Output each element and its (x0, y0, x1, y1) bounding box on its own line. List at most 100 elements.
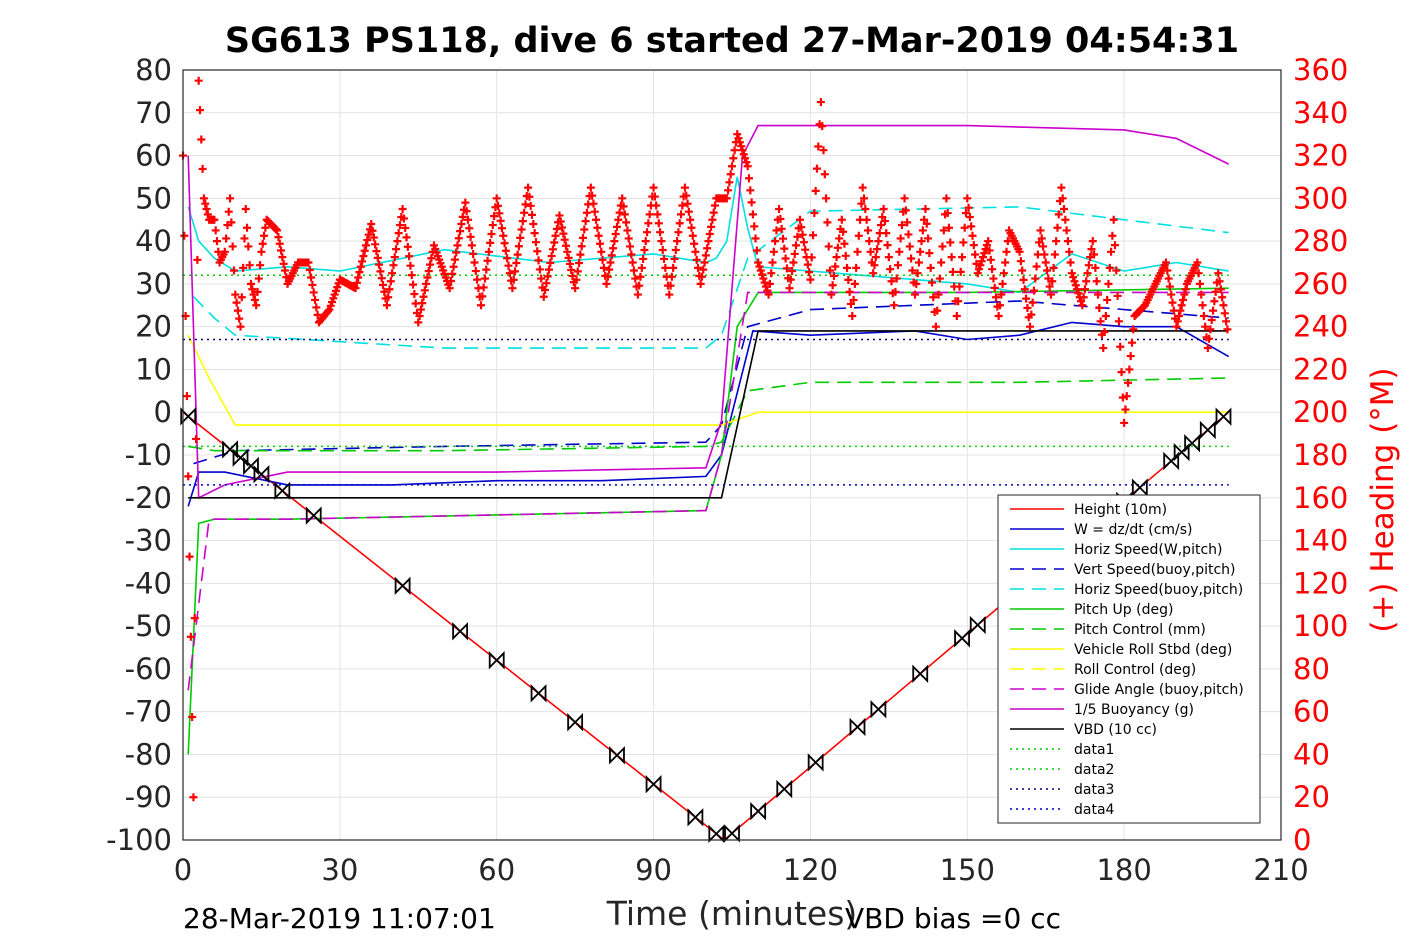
heading-point (195, 106, 204, 115)
series-line-6 (188, 377, 1229, 452)
heading-point (487, 229, 496, 238)
heading-point (700, 258, 709, 267)
heading-point (924, 234, 933, 243)
heading-point (652, 201, 661, 210)
heading-point (615, 208, 624, 217)
legend-label: Pitch Control (mm) (1074, 622, 1206, 638)
y-right-tick-label: 0 (1293, 823, 1311, 857)
heading-point (220, 247, 229, 256)
heading-point (656, 228, 665, 237)
heading-point (738, 146, 747, 155)
heading-point (450, 255, 459, 264)
heading-point (1126, 352, 1135, 361)
heading-point (245, 261, 254, 270)
legend-label: Pitch Up (deg) (1074, 602, 1173, 618)
heading-point (610, 237, 619, 246)
heading-point (521, 200, 530, 209)
heading-point (588, 191, 597, 200)
heading-point (593, 223, 602, 232)
heading-point (989, 274, 998, 283)
heading-point (399, 214, 408, 223)
heading-point (445, 284, 454, 293)
heading-point (530, 229, 539, 238)
legend-label: Roll Control (deg) (1074, 662, 1196, 678)
heading-point (567, 265, 576, 274)
heading-point (944, 223, 953, 232)
heading-point (818, 122, 827, 131)
y-right-tick-label: 240 (1293, 310, 1348, 344)
heading-point (388, 269, 397, 278)
heading-point (469, 249, 478, 258)
series-line-9 (187, 124, 1230, 500)
heading-point (409, 280, 418, 289)
heading-point (839, 227, 848, 236)
heading-point (841, 251, 850, 260)
heading-point (790, 249, 799, 258)
heading-point (253, 287, 262, 296)
heading-point (623, 226, 632, 235)
heading-point (1091, 263, 1100, 272)
heading-point (931, 322, 940, 331)
heading-point (479, 283, 488, 292)
heading-point (244, 242, 253, 251)
heading-point (518, 217, 527, 226)
heading-point (258, 239, 267, 248)
heading-point (666, 281, 675, 290)
heading-point (274, 233, 283, 242)
heading-point (1067, 269, 1076, 278)
heading-point (986, 255, 995, 264)
heading-point (782, 264, 791, 273)
heading-point (1139, 302, 1148, 311)
heading-point (912, 279, 921, 288)
heading-point (278, 253, 287, 262)
heading-point (377, 274, 386, 283)
y-tick-label: -70 (125, 695, 172, 729)
heading-point (1028, 298, 1037, 307)
heading-point (975, 265, 984, 274)
heading-point (1125, 365, 1134, 374)
y-right-tick-label: 320 (1293, 139, 1348, 173)
heading-point (504, 261, 513, 270)
heading-point (803, 260, 812, 269)
heading-point (961, 209, 970, 218)
heading-point (726, 170, 735, 179)
heading-point (811, 186, 820, 195)
heading-point (869, 269, 878, 278)
heading-point (763, 286, 772, 295)
heading-point (863, 226, 872, 235)
heading-point (1177, 301, 1186, 310)
heading-point (556, 217, 565, 226)
heading-point (401, 223, 410, 232)
heading-point (1117, 368, 1126, 377)
y-right-tick-label: 140 (1293, 524, 1348, 558)
heading-point (1163, 266, 1172, 275)
y-right-tick-label: 200 (1293, 395, 1348, 429)
heading-point (305, 265, 314, 274)
heading-point (954, 297, 963, 306)
heading-point (232, 298, 241, 307)
heading-point (1197, 290, 1206, 299)
depth-marker (645, 775, 662, 794)
heading-point (280, 266, 289, 275)
heading-point (1124, 378, 1133, 387)
heading-point (359, 252, 368, 261)
heading-point (582, 208, 591, 217)
heading-point (1090, 250, 1099, 259)
heading-point (1222, 317, 1231, 326)
heading-point (806, 275, 815, 284)
heading-point (193, 255, 202, 264)
heading-point (871, 253, 880, 262)
heading-point (454, 234, 463, 243)
heading-point (1001, 258, 1010, 267)
depth-marker (687, 808, 704, 827)
heading-point (1109, 215, 1118, 224)
x-tick-label: 210 (1253, 853, 1308, 887)
heading-point (458, 212, 467, 221)
heading-point (629, 266, 638, 275)
heading-point (1036, 226, 1045, 235)
heading-point (355, 268, 364, 277)
depth-marker (1215, 407, 1232, 426)
heading-point (1049, 263, 1058, 272)
heading-point (279, 259, 288, 268)
heading-point (520, 208, 529, 217)
